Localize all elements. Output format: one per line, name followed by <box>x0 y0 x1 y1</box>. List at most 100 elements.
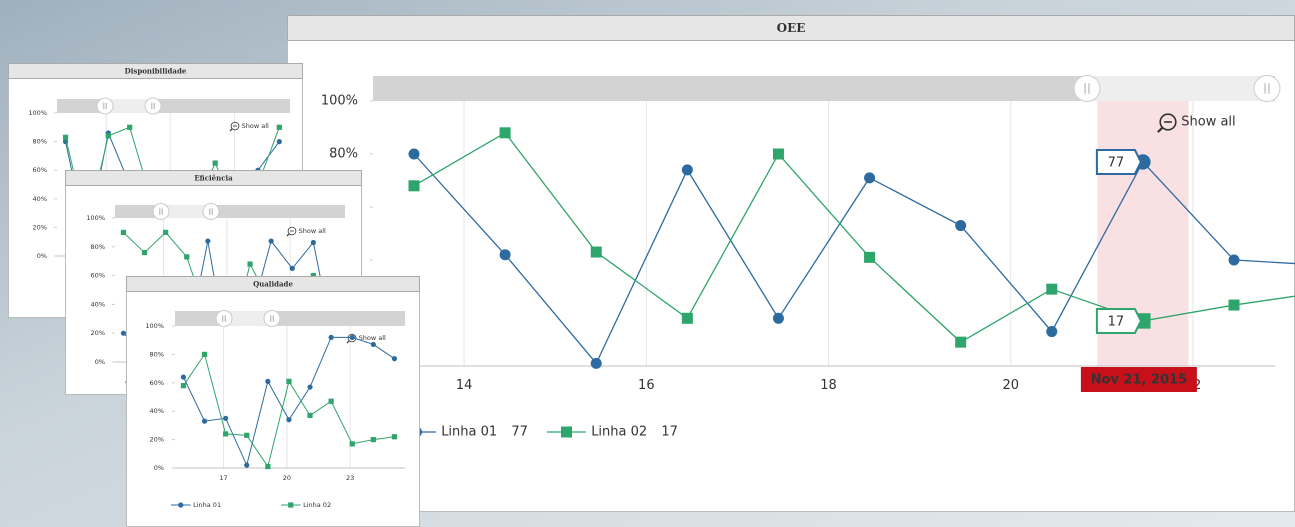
data-point <box>955 220 966 231</box>
navigator-handle[interactable] <box>1074 76 1100 102</box>
data-point <box>392 356 397 361</box>
data-point <box>311 240 316 245</box>
x-tick-label: 18 <box>820 378 837 393</box>
data-point <box>244 463 249 468</box>
y-tick-label: 60% <box>33 166 47 174</box>
navigator-handle[interactable] <box>153 204 169 220</box>
legend-marker <box>561 427 572 438</box>
data-point <box>329 399 334 404</box>
data-point <box>127 125 132 130</box>
data-point <box>864 252 875 263</box>
data-point <box>591 247 602 258</box>
chart-title: Disponibilidade <box>125 67 187 76</box>
data-point <box>1229 300 1240 311</box>
reset-zoom-label: Show all <box>1181 115 1235 130</box>
data-point <box>106 133 111 138</box>
data-point <box>350 335 355 340</box>
x-tick-label: 17 <box>219 474 227 482</box>
legend-label[interactable]: Linha 02 <box>303 501 331 509</box>
data-point <box>409 180 420 191</box>
dashboard: OEE14161820220%20%40%60%80%100%Show allL… <box>0 0 1295 527</box>
y-tick-label: 40% <box>150 407 164 415</box>
data-point <box>202 352 207 357</box>
y-tick-label: 60% <box>91 272 105 280</box>
data-point <box>142 250 147 255</box>
legend-value: 17 <box>661 425 678 440</box>
data-point <box>181 375 186 380</box>
x-tick-label: 14 <box>456 378 473 393</box>
chart-title: OEE <box>777 21 806 35</box>
data-point <box>181 383 186 388</box>
data-point <box>265 464 270 469</box>
y-tick-label: 80% <box>33 138 47 146</box>
data-point <box>265 379 270 384</box>
reset-zoom-label: Show all <box>242 122 269 130</box>
data-point <box>290 266 295 271</box>
data-point <box>682 313 693 324</box>
legend-label[interactable]: Linha 02 <box>591 425 647 440</box>
data-point <box>286 417 291 422</box>
navigator-handle[interactable] <box>145 98 161 114</box>
data-point <box>350 441 355 446</box>
data-point <box>163 230 168 235</box>
y-tick-label: 100% <box>28 109 47 117</box>
chart-title: Eficiência <box>194 174 233 183</box>
y-tick-label: 80% <box>91 243 105 251</box>
data-point <box>500 249 511 260</box>
data-point <box>682 164 693 175</box>
data-point <box>63 135 68 140</box>
page: {"chart_data": [ {"type": "line", "title… <box>0 0 1295 527</box>
navigator-handle[interactable] <box>1254 76 1280 102</box>
legend-value: 77 <box>511 425 528 440</box>
data-point <box>371 437 376 442</box>
navigator-selection <box>1087 76 1267 101</box>
data-point <box>864 172 875 183</box>
data-point <box>213 160 218 165</box>
data-point <box>329 335 334 340</box>
y-tick-label: 20% <box>150 436 164 444</box>
y-tick-label: 0% <box>95 358 105 366</box>
legend-label[interactable]: Linha 01 <box>193 501 221 509</box>
x-tick-label: 23 <box>346 474 354 482</box>
navigator-handle[interactable] <box>264 311 280 327</box>
y-tick-label: 0% <box>154 464 164 472</box>
y-tick-label: 20% <box>33 223 47 231</box>
chart-title: Qualidade <box>253 280 293 289</box>
data-point <box>277 139 282 144</box>
data-point <box>121 331 126 336</box>
tooltip-date: Nov 21, 2015 <box>1091 373 1188 388</box>
data-point <box>244 433 249 438</box>
navigator-track <box>57 99 290 113</box>
data-point <box>591 358 602 369</box>
data-point <box>184 254 189 259</box>
data-point <box>269 238 274 243</box>
x-tick-label: 20 <box>1003 378 1020 393</box>
data-point <box>1229 255 1240 266</box>
legend-label[interactable]: Linha 01 <box>441 425 497 440</box>
navigator-handle[interactable] <box>203 204 219 220</box>
y-tick-label: 60% <box>150 379 164 387</box>
legend-marker <box>178 502 183 507</box>
data-point <box>286 379 291 384</box>
data-point <box>223 416 228 421</box>
y-tick-label: 100% <box>321 94 358 109</box>
data-point <box>392 434 397 439</box>
data-point <box>307 384 312 389</box>
chart-window: OEE14161820220%20%40%60%80%100%Show allL… <box>288 16 1295 512</box>
legend-marker <box>288 502 293 507</box>
data-point <box>409 149 420 160</box>
y-tick-label: 40% <box>33 195 47 203</box>
reset-zoom-label: Show all <box>299 227 326 235</box>
navigator-handle[interactable] <box>216 311 232 327</box>
data-point <box>223 431 228 436</box>
y-tick-label: 0% <box>37 252 47 260</box>
navigator-handle[interactable] <box>97 98 113 114</box>
navigator-track <box>115 205 345 218</box>
data-point <box>277 125 282 130</box>
data-point <box>307 413 312 418</box>
y-tick-label: 100% <box>86 214 105 222</box>
x-tick-label: 16 <box>638 378 655 393</box>
y-tick-label: 40% <box>91 300 105 308</box>
navigator-track <box>175 311 405 326</box>
